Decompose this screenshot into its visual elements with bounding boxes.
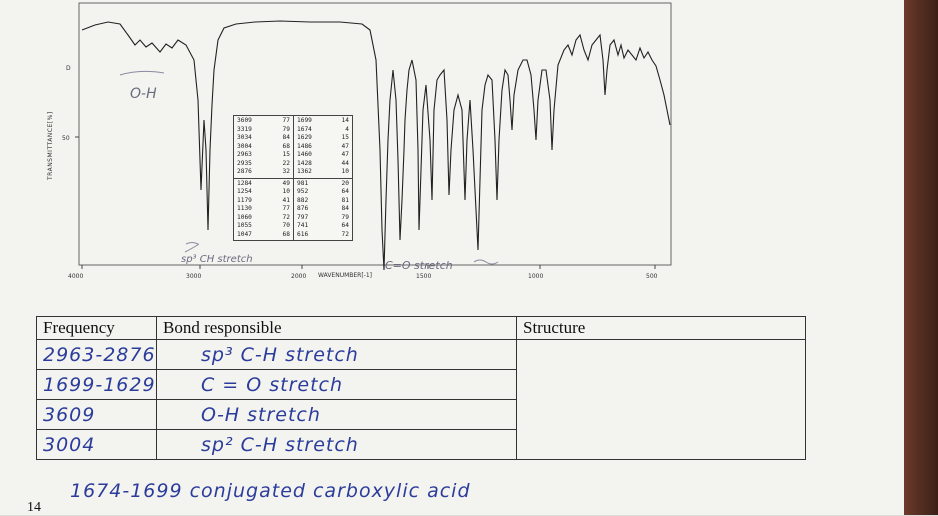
peak-row: 1047 68 [237, 230, 290, 238]
bond-cell[interactable]: C = O stretch [156, 369, 517, 400]
page-number: 14 [27, 500, 41, 515]
header-structure: Structure [516, 316, 806, 340]
peak-row: 876 84 [297, 205, 349, 212]
worksheet-page: 50 D TRANSMITTANCE[%] 4000 3000 2000 150… [0, 0, 910, 515]
co-annotation: C=O stretch [385, 259, 453, 272]
y-tick-50: 50 [62, 135, 70, 142]
bond-cell[interactable]: sp² C-H stretch [156, 429, 517, 460]
peak-row: 616 72 [297, 230, 349, 238]
ir-spectrum-plot: 50 D TRANSMITTANCE[%] 4000 3000 2000 150… [47, 2, 672, 280]
spectrum-trace [81, 20, 671, 271]
structure-cell[interactable] [516, 339, 806, 460]
peak-row: 1130 77 [237, 205, 290, 212]
peak-row: 1060 72 [237, 213, 290, 221]
frequency-table: Frequency Bond responsible Structure 296… [36, 316, 806, 460]
peak-row: 797 79 [297, 213, 349, 221]
plot-frame [78, 2, 672, 266]
table-row: 3609 O-H stretch [36, 399, 806, 430]
peak-row: 2876 32 [237, 168, 290, 175]
frequency-cell[interactable]: 3004 [36, 429, 157, 460]
peak-row: 741 64 [297, 222, 349, 229]
peak-row: 1428 44 [297, 159, 349, 167]
x-tick-1500: 1500 [416, 273, 431, 280]
x-axis-label: WAVENUMBER[-1] [318, 272, 372, 279]
peak-row: 1674 4 [297, 125, 349, 133]
sp3-annotation: sp³ CH stretch [181, 254, 253, 265]
peak-row: 1460 47 [297, 151, 349, 158]
frequency-cell[interactable]: 1699-1629 [36, 369, 157, 400]
bond-cell[interactable]: O-H stretch [156, 399, 517, 430]
peak-row: 1284 49 [237, 179, 290, 187]
peak-row: 1486 47 [297, 142, 349, 150]
x-tick-4000: 4000 [68, 273, 83, 280]
x-tick-1000: 1000 [528, 273, 543, 280]
peak-row: 3034 84 [237, 134, 290, 141]
x-axis: 4000 3000 2000 1500 1000 500 WAVENUMBER[… [68, 265, 658, 280]
svg-text:D: D [66, 65, 71, 72]
peak-table: 3609 77 3319 79 3034 84 3004 68 2963 15 2935 2… [233, 115, 353, 241]
header-frequency: Frequency [36, 316, 157, 340]
peak-row: 1699 14 [297, 117, 349, 124]
table-row: 1699-1629 C = O stretch [36, 369, 806, 400]
peak-table-block-2: 1284 49 1254 10 1179 41 1130 77 1060 72 1055 7… [234, 178, 352, 241]
peak-col-right: 981 20 952 64 882 81 876 84 797 79 741 64 616 7… [293, 178, 352, 240]
table-row: 3004 sp² C-H stretch [36, 429, 806, 460]
peak-col-left: 1284 49 1254 10 1179 41 1130 77 1060 72 1055 7… [234, 179, 293, 241]
peak-row: 1362 10 [297, 168, 349, 175]
peak-col-right: 1699 14 1674 4 1629 15 1486 47 1460 47 1428 44… [293, 116, 352, 178]
ir-spectrum: 50 D TRANSMITTANCE[%] 4000 3000 2000 150… [47, 2, 672, 280]
peak-col-left: 3609 77 3319 79 3034 84 3004 68 2963 15 2935 2… [234, 116, 293, 178]
peak-row: 3319 79 [237, 125, 290, 133]
bond-cell[interactable]: sp³ C-H stretch [156, 339, 517, 370]
header-bond-responsible: Bond responsible [156, 316, 517, 340]
peak-row: 882 81 [297, 196, 349, 204]
peak-row: 3609 77 [237, 117, 290, 124]
x-tick-500: 500 [646, 273, 658, 280]
peak-row: 1254 10 [237, 188, 290, 195]
frequency-cell[interactable]: 3609 [36, 399, 157, 430]
peak-row: 2963 15 [237, 151, 290, 158]
table-row: 2963-2876 sp³ C-H stretch [36, 339, 806, 460]
peak-row: 1179 41 [237, 196, 290, 204]
y-axis-label: TRANSMITTANCE[%] [47, 111, 54, 181]
peak-row: 2935 22 [237, 159, 290, 167]
oh-annotation: O-H [130, 86, 157, 102]
peak-row: 1629 15 [297, 134, 349, 141]
peak-row: 1055 70 [237, 222, 290, 229]
peak-row: 952 64 [297, 188, 349, 195]
x-tick-2000: 2000 [291, 273, 306, 280]
handwritten-footer-note: 1674-1699 conjugated carboxylic acid [70, 480, 471, 502]
peak-row: 981 20 [297, 179, 349, 187]
frequency-cell[interactable]: 2963-2876 [36, 339, 157, 370]
peak-row: 3004 68 [237, 142, 290, 150]
peak-table-block-1: 3609 77 3319 79 3034 84 3004 68 2963 15 2935 2… [234, 116, 352, 179]
binder-edge [904, 0, 938, 515]
x-tick-3000: 3000 [186, 273, 201, 280]
table-header-row: Frequency Bond responsible Structure [36, 316, 806, 340]
